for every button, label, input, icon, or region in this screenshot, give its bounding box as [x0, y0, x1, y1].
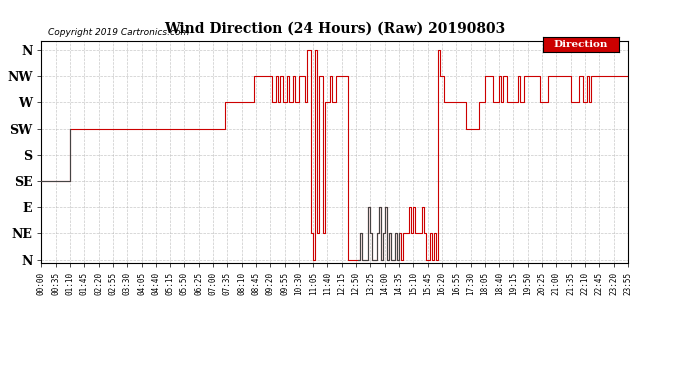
- Title: Wind Direction (24 Hours) (Raw) 20190803: Wind Direction (24 Hours) (Raw) 20190803: [164, 22, 505, 36]
- Text: Copyright 2019 Cartronics.com: Copyright 2019 Cartronics.com: [48, 28, 190, 37]
